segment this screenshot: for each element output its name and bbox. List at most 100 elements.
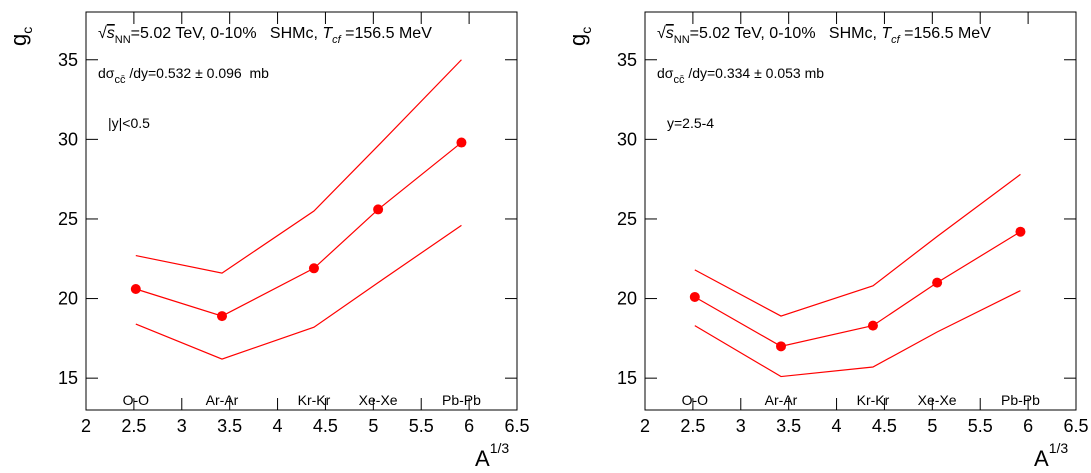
y-axis-label-main: g [565,34,590,46]
data-point [308,263,319,274]
x-tick-label: 4.5 [872,416,897,436]
x-axis-label: A1/3 [1034,440,1068,471]
point-label: O-O [123,392,150,408]
y-axis-label-main: g [6,34,31,46]
y-tick-label: 25 [58,209,78,229]
annotation-part: cc̄ [114,74,126,86]
annotation-part: s [666,25,674,42]
x-tick-label: 5 [927,416,937,436]
point-label: Ar-Ar [765,392,798,408]
annotation-part: √ [657,25,666,42]
chart-panel: 2 2.5 3 3.5 4 4.5 5 5.5 6 6.5 15 20 25 30 35 A1/3 gc O-O A… [6,11,530,471]
plot-frame [85,11,518,411]
x-tick-label: 2 [81,416,91,436]
series-line [135,142,462,317]
y-tick-label: 15 [58,368,78,388]
series-line [694,290,1021,378]
point-label: Kr-Kr [857,392,890,408]
annotation-part: =156.5 MeV [341,25,433,42]
point-label: Xe-Xe [359,392,398,408]
annotation-part: √ [98,25,107,42]
data-point [217,311,228,322]
annotation-part: cf [332,34,342,46]
x-tick-label: 4 [832,416,842,436]
series-line [135,224,462,360]
x-tick-label: 2.5 [121,416,146,436]
annotation: dσcc̄ /dy=0.334 ± 0.053 mb [657,65,824,86]
x-tick-label: 6.5 [504,416,529,436]
point-label: Xe-Xe [918,392,957,408]
point-label: Kr-Kr [298,392,331,408]
data-point [373,204,384,215]
annotation-part: NN [115,34,131,46]
y-tick-label: 35 [58,50,78,70]
x-tick-label: 6 [1023,416,1033,436]
chart-panel: 2 2.5 3 3.5 4 4.5 5 5.5 6 6.5 15 20 25 30 35 A1/3 gc O-O A… [565,11,1089,471]
y-axis-label: gc [6,27,35,46]
annotation-part: cc̄ [673,74,685,86]
annotation-part: /dy=0.334 ± 0.053 mb [684,65,824,81]
y-tick-label: 25 [617,209,637,229]
annotation-part: NN [674,34,690,46]
x-tick-label: 3 [736,416,746,436]
plot-frame [644,11,1077,411]
x-tick-label: 6 [464,416,474,436]
y-tick-label: 35 [617,50,637,70]
annotation: dσcc̄ /dy=0.532 ± 0.096 mb [98,65,269,86]
data-point [689,291,700,302]
point-label: Pb-Pb [442,392,481,408]
data-point [867,320,878,331]
point-label: Ar-Ar [206,392,239,408]
x-tick-label: 3.5 [217,416,242,436]
x-axis-label-sup: 1/3 [490,440,510,456]
series-line [135,59,462,274]
y-tick-label: 20 [617,289,637,309]
point-label: O-O [682,392,709,408]
y-tick-label: 15 [617,368,637,388]
series-line [694,231,1021,347]
x-tick-label: 2.5 [680,416,705,436]
annotation-part: =156.5 MeV [900,25,992,42]
data-point [932,277,943,288]
x-axis-label: A1/3 [475,440,509,471]
annotation: √sNN=5.02 TeV, 0-10% SHMc, Tcf =156.5 Me… [98,25,432,46]
annotation-part: =5.02 TeV, 0-10% SHMc, [131,25,323,42]
x-tick-label: 4.5 [313,416,338,436]
annotation-part: =5.02 TeV, 0-10% SHMc, [690,25,882,42]
y-tick-label: 30 [617,129,637,149]
x-tick-label: 6.5 [1063,416,1088,436]
annotation-part: cf [891,34,901,46]
point-label: Pb-Pb [1001,392,1040,408]
x-tick-label: 5 [368,416,378,436]
x-tick-label: 2 [640,416,650,436]
annotation-part: /dy=0.532 ± 0.096 mb [125,65,269,81]
annotation-part: dσ [657,65,674,81]
annotation: y=2.5-4 [667,115,714,131]
annotation-part: s [107,25,115,42]
data-point [1015,226,1026,237]
x-tick-label: 3 [177,416,187,436]
annotation-part: y=2.5-4 [667,115,714,131]
y-axis-label-sub: c [19,27,35,34]
data-point [776,341,787,352]
y-axis-label: gc [565,27,594,46]
x-axis-label-main: A [475,446,490,471]
series-line [694,173,1021,317]
annotation: √sNN=5.02 TeV, 0-10% SHMc, Tcf =156.5 Me… [657,25,991,46]
x-tick-label: 4 [273,416,283,436]
annotation-part: dσ [98,65,115,81]
y-tick-label: 20 [58,289,78,309]
annotation: |y|<0.5 [108,115,150,131]
x-tick-label: 5.5 [409,416,434,436]
annotation-part: T [881,25,892,42]
data-point [130,284,141,295]
x-tick-label: 3.5 [776,416,801,436]
annotation-part: T [322,25,333,42]
x-tick-label: 5.5 [968,416,993,436]
data-point [456,137,467,148]
y-axis-label-sub: c [578,27,594,34]
annotation-part: |y|<0.5 [108,115,150,131]
x-axis-label-sup: 1/3 [1049,440,1069,456]
y-tick-label: 30 [58,129,78,149]
x-axis-label-main: A [1034,446,1049,471]
